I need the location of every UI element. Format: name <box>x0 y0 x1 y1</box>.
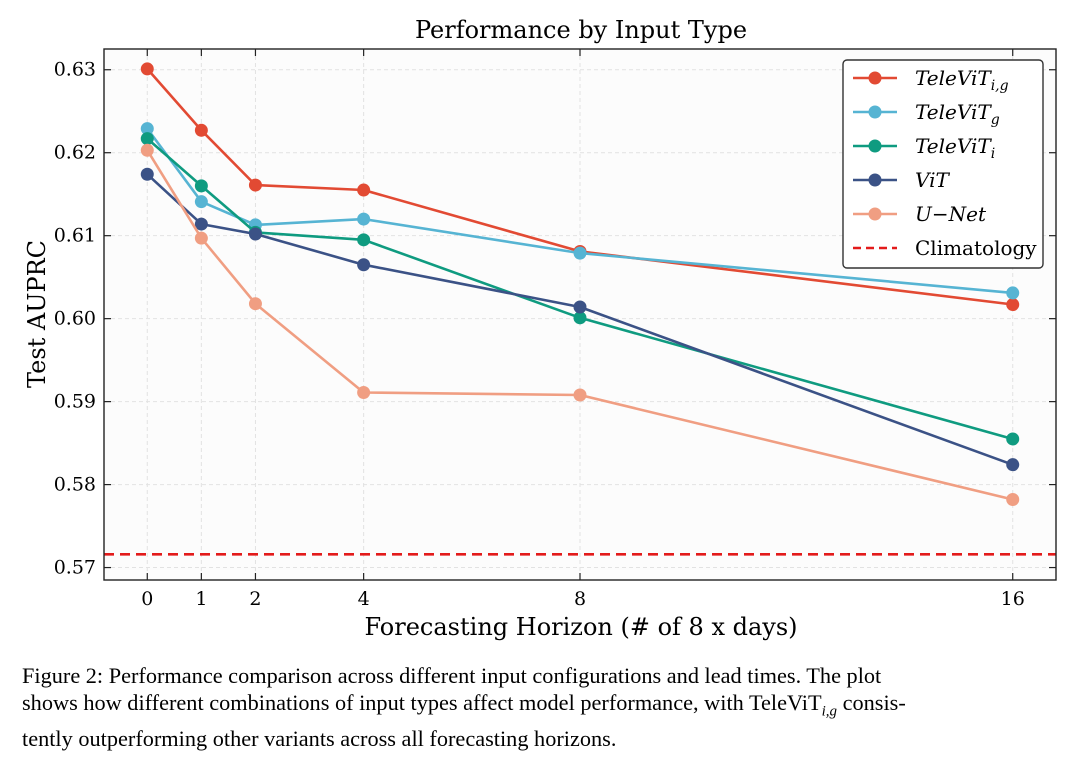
performance-line-chart: 0 1 2 4 8 16 0.57 0.58 0.59 0.60 0.61 0.62 0.63 Perf… <box>23 16 1057 641</box>
data-point <box>140 122 154 136</box>
series-1 <box>140 122 1020 300</box>
x-tick-label: 2 <box>249 588 261 610</box>
x-tick-label: 8 <box>574 588 586 610</box>
series-line <box>146 137 1014 441</box>
legend-swatch-marker <box>868 173 882 187</box>
data-point <box>357 258 371 272</box>
y-tick-label: 0.57 <box>54 557 96 579</box>
data-point <box>248 178 262 192</box>
data-point <box>1006 286 1020 300</box>
y-tick-label: 0.62 <box>54 142 96 164</box>
data-point <box>573 311 587 325</box>
legend-label: TeleViTg <box>915 100 1000 128</box>
legend-label: Climatology <box>915 236 1037 260</box>
series-line <box>146 127 1013 295</box>
data-point <box>357 233 371 247</box>
legend-label: TeleViTi <box>915 134 995 162</box>
data-point <box>573 300 587 314</box>
legend: TeleViTi,g TeleViTg TeleViTi ViT U−Net Climat… <box>842 59 1044 269</box>
data-point <box>248 227 262 241</box>
legend-label: TeleViTi,g <box>915 66 1009 94</box>
x-axis-label: Forecasting Horizon (# of 8 x days) <box>364 613 797 641</box>
legend-swatch-marker <box>868 139 882 153</box>
data-point <box>357 385 371 399</box>
legend-swatch-marker <box>868 105 882 119</box>
data-point <box>140 143 154 157</box>
x-tick-label: 4 <box>358 588 370 610</box>
data-point <box>573 246 587 260</box>
caption-line-1: Figure 2: Performance comparison across … <box>22 663 882 688</box>
legend-label: ViT <box>915 168 950 192</box>
data-point <box>573 388 587 402</box>
data-point <box>1006 298 1020 312</box>
y-tick-label: 0.63 <box>54 59 96 81</box>
y-tick-label: 0.58 <box>54 474 96 496</box>
caption-line-3: tently outperforming other variants acro… <box>22 726 617 752</box>
chart-title: Performance by Input Type <box>415 16 747 44</box>
data-point <box>1006 458 1020 472</box>
caption-subscript: i,g <box>821 703 838 720</box>
data-point <box>194 123 208 137</box>
series-line <box>146 149 1014 501</box>
x-tick-label: 16 <box>1001 588 1025 610</box>
y-tick-label: 0.60 <box>54 308 96 330</box>
figure-caption: Figure 2: Performance comparison across … <box>22 662 1062 752</box>
data-point <box>194 231 208 245</box>
data-point <box>140 132 154 146</box>
series-4 <box>140 143 1020 507</box>
legend-swatch-marker <box>868 207 882 221</box>
x-tick-label: 0 <box>141 588 153 610</box>
data-point <box>194 217 208 231</box>
series-3 <box>140 167 1020 472</box>
data-point <box>194 179 208 193</box>
data-point <box>1006 493 1020 507</box>
data-point <box>357 183 371 197</box>
legend-swatch-marker <box>868 71 882 85</box>
data-point <box>140 167 154 181</box>
data-point <box>248 297 262 311</box>
caption-line-2: shows how different combinations of inpu… <box>22 690 906 720</box>
y-tick-label: 0.61 <box>54 225 96 247</box>
y-axis-label: Test AUPRC <box>23 240 51 388</box>
y-tick-label: 0.59 <box>54 391 96 413</box>
legend-label: U−Net <box>915 202 987 226</box>
data-point <box>1006 432 1020 446</box>
data-point <box>194 195 208 209</box>
series-line <box>146 173 1014 466</box>
data-point <box>140 62 154 76</box>
data-point <box>357 212 371 226</box>
x-tick-label: 1 <box>195 588 207 610</box>
